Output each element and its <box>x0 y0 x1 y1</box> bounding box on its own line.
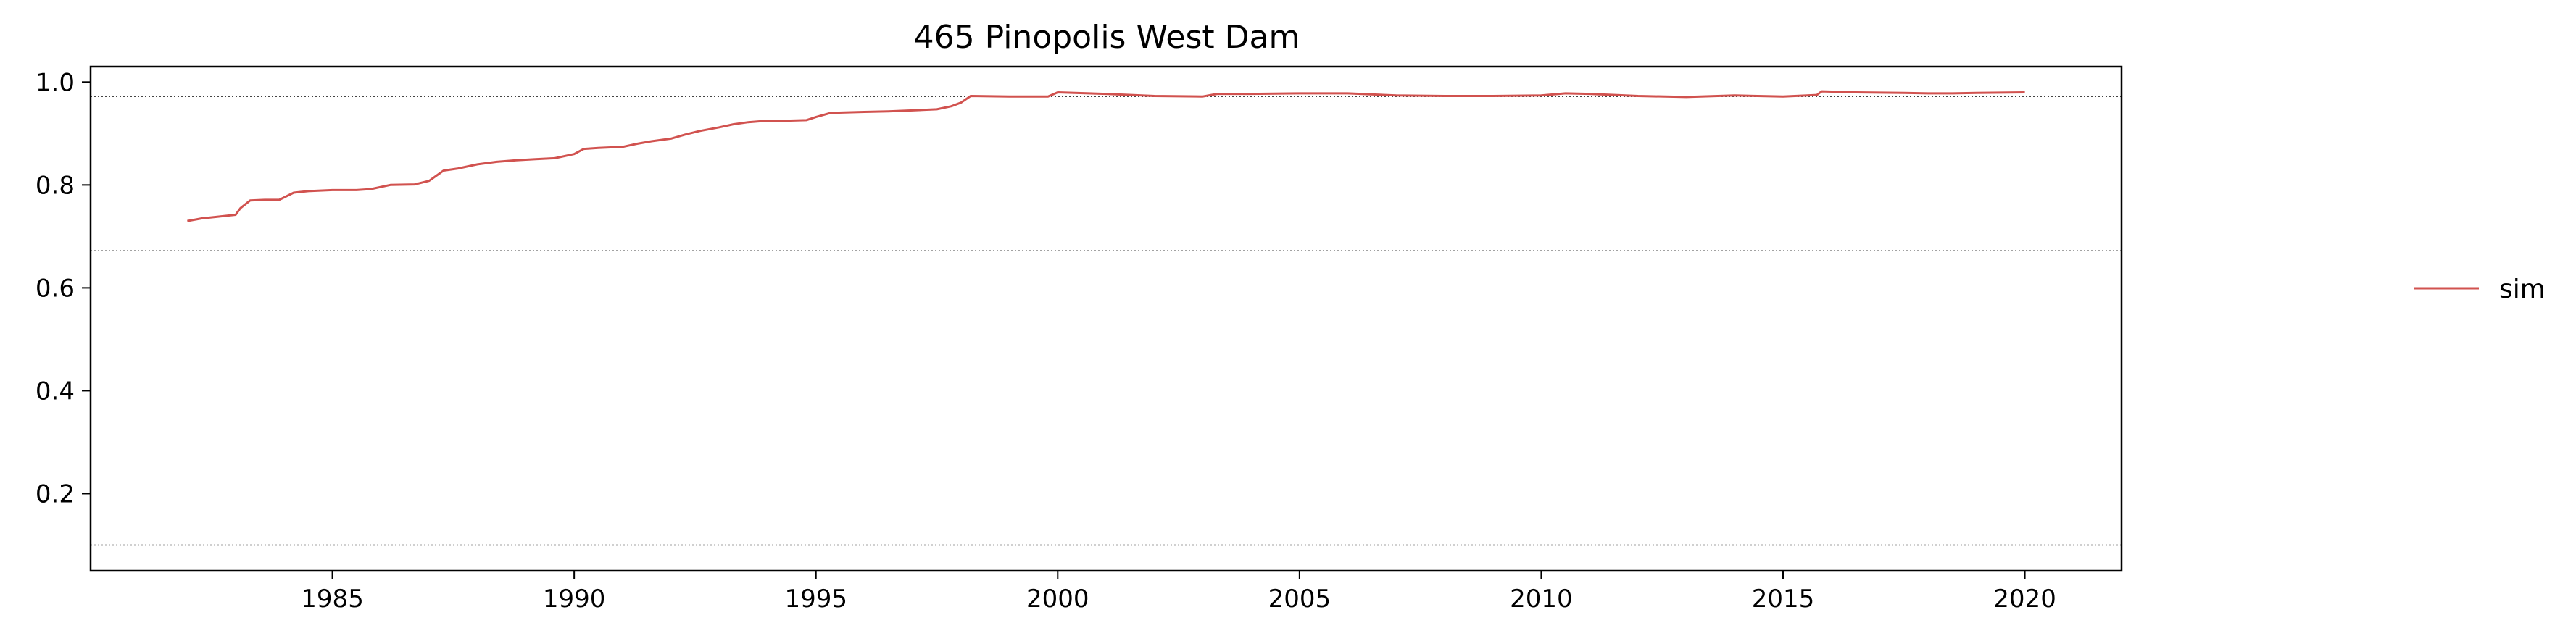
x-tick-label: 2015 <box>1752 585 1815 613</box>
reference-lines <box>91 96 2122 546</box>
y-tick-label: 0.8 <box>36 171 75 200</box>
plot-frame <box>89 65 2123 572</box>
x-tick-label: 1995 <box>784 585 847 613</box>
series-layer <box>187 90 2025 222</box>
series-line-sim <box>187 90 2025 222</box>
x-tick-label: 2000 <box>1026 585 1089 613</box>
legend-label-sim: sim <box>2499 275 2546 304</box>
x-tick-label: 1990 <box>543 585 606 613</box>
x-tick-label: 2010 <box>1510 585 1573 613</box>
y-tick-label: 1.0 <box>36 68 75 97</box>
x-tick-label: 1985 <box>301 585 364 613</box>
y-tick-label: 0.2 <box>36 479 75 508</box>
legend: sim <box>2414 275 2546 304</box>
y-tick-label: 0.4 <box>36 377 75 406</box>
y-tick-label: 0.6 <box>36 274 75 303</box>
x-tick-label: 2020 <box>1993 585 2056 613</box>
y-axis: 0.2 0.4 0.6 0.8 1.0 <box>36 68 91 508</box>
x-axis: 1985 1990 1995 2000 2005 2010 2015 2020 <box>301 571 2056 613</box>
chart-title: 465 Pinopolis West Dam <box>914 19 1300 56</box>
x-tick-label: 2005 <box>1268 585 1331 613</box>
